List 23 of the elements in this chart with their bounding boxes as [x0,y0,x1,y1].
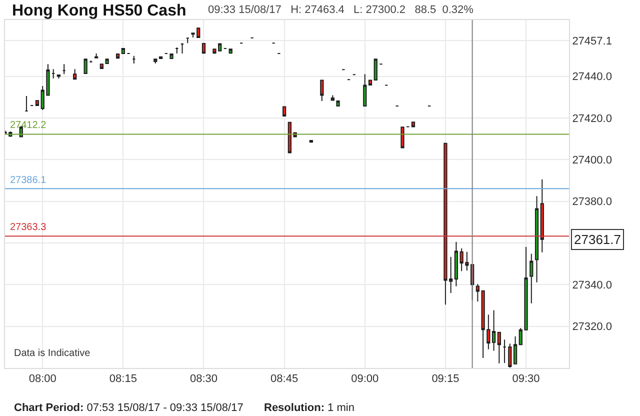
y-tick-label: 27457.1 [572,35,612,48]
ref-line-label: 27386.1 [10,175,47,186]
x-tick-label: 09:15 [432,373,460,386]
x-tick-label: 09:00 [351,373,379,386]
y-tick-label: 27340.0 [572,280,612,292]
y-tick-label: 27320.0 [572,321,612,334]
text: 27361.7 [574,232,621,247]
x-tick-label: 09:30 [512,373,540,386]
ref-line-label: 27363.3 [10,222,47,233]
y-tick-label: 27440.0 [572,71,612,84]
x-tick-label: 08:00 [28,373,56,386]
chart-subtitle: 09:33 15/08/17 H: 27463.4 L: 27300.2 88.5 0.32% [208,4,474,16]
x-tick-label: 08:15 [109,373,137,386]
x-tick-label: 08:45 [270,373,298,386]
ref-line-label: 27412.2 [10,120,47,131]
y-tick-label: 27400.0 [572,154,612,166]
y-tick-label: 27380.0 [572,196,612,208]
x-tick-label: 08:30 [190,373,218,386]
text: Chart Period: 07:53 15/08/17 - 09:33 15/08/17 [14,402,244,414]
annotation: Data is Indicative [14,348,91,359]
y-tick-label: 27420.0 [572,112,612,125]
text: Resolution: 1 min [264,402,354,414]
chart-title: Hong Kong HS50 Cash [12,2,186,20]
